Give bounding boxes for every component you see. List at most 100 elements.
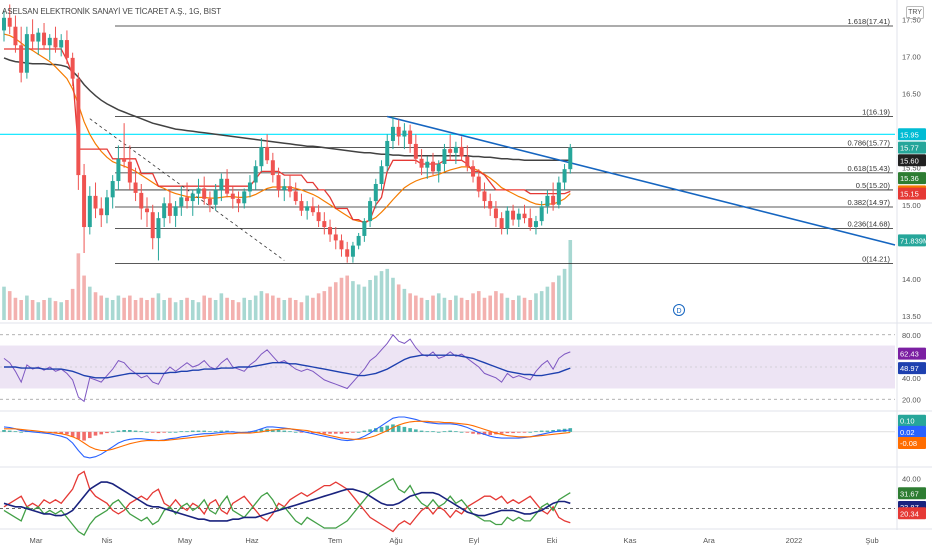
volume-bar bbox=[116, 295, 121, 320]
candle-body bbox=[2, 17, 6, 31]
candle-body bbox=[110, 181, 115, 198]
volume-bar bbox=[248, 300, 252, 320]
macd-histogram-bar bbox=[545, 430, 550, 432]
macd-histogram-bar bbox=[293, 431, 298, 433]
candle-body bbox=[322, 221, 327, 228]
candle-body bbox=[293, 191, 298, 202]
candle-body bbox=[13, 26, 18, 46]
volume-bar bbox=[459, 297, 464, 320]
candle-body bbox=[396, 126, 401, 137]
candle-body bbox=[419, 158, 424, 168]
candle-body bbox=[522, 213, 527, 219]
candle-body bbox=[368, 201, 373, 222]
volume-bar bbox=[545, 286, 550, 320]
candle-body bbox=[499, 218, 504, 229]
volume-bar bbox=[333, 282, 338, 320]
macd-histogram-bar bbox=[162, 431, 166, 433]
macd-histogram-bar bbox=[13, 431, 18, 433]
volume-bar bbox=[47, 297, 52, 320]
plus-di-line bbox=[3, 477, 571, 537]
macd-histogram-bar bbox=[385, 425, 390, 432]
price-axis-tick: 17.00 bbox=[902, 52, 921, 61]
currency-badge[interactable]: TRY bbox=[906, 6, 924, 19]
macd-histogram-bar bbox=[110, 431, 115, 433]
volume-bar bbox=[36, 302, 41, 320]
candle-body bbox=[190, 193, 195, 202]
candle-body bbox=[556, 182, 561, 205]
macd-histogram-bar bbox=[259, 429, 264, 432]
macd-histogram-bar bbox=[311, 431, 315, 434]
volume-bar bbox=[196, 302, 201, 320]
macd-histogram-bar bbox=[528, 431, 533, 433]
volume-bar bbox=[265, 293, 269, 320]
dividend-marker-circle bbox=[673, 304, 685, 316]
macd-histogram-bar bbox=[499, 431, 504, 434]
volume-bar bbox=[328, 286, 332, 320]
candle-body bbox=[390, 126, 395, 141]
adx-line bbox=[3, 481, 571, 522]
volume-bar bbox=[419, 297, 424, 320]
candle-body bbox=[213, 189, 218, 205]
volume-bar bbox=[345, 275, 349, 320]
volume-bar bbox=[448, 300, 452, 320]
candle-body bbox=[104, 197, 109, 216]
macd-histogram-bar bbox=[105, 431, 109, 434]
candle-body bbox=[53, 37, 58, 48]
macd-histogram-bar bbox=[534, 431, 538, 433]
volume-bar bbox=[190, 300, 195, 320]
macd-histogram-bar bbox=[93, 431, 98, 436]
volume-bar bbox=[385, 268, 390, 320]
macd-histogram-bar bbox=[511, 431, 515, 434]
volume-bar bbox=[162, 300, 166, 320]
macd-value-badge-text: -0.08 bbox=[900, 439, 917, 448]
macd-histogram-bar bbox=[351, 431, 355, 433]
candle-body bbox=[139, 192, 144, 209]
candle-body bbox=[225, 178, 230, 194]
volume-bar bbox=[442, 297, 447, 320]
macd-histogram-bar bbox=[414, 429, 418, 432]
macd-value-badge-text: 0.02 bbox=[900, 428, 915, 437]
volume-bar bbox=[436, 293, 441, 320]
macd-histogram-bar bbox=[288, 431, 292, 433]
volume-bar bbox=[93, 292, 98, 320]
price-badge-text: 15.77 bbox=[900, 144, 919, 153]
volume-bar bbox=[482, 297, 487, 320]
macd-histogram-bar bbox=[59, 431, 63, 434]
macd-histogram-bar bbox=[2, 430, 6, 432]
macd-histogram-bar bbox=[99, 431, 104, 435]
macd-histogram-bar bbox=[408, 428, 412, 432]
price-badge-bg bbox=[898, 141, 926, 154]
volume-value-badge-bg bbox=[898, 234, 926, 247]
macd-histogram-bar bbox=[122, 430, 126, 432]
macd-histogram-bar bbox=[436, 431, 441, 433]
candle-body bbox=[316, 212, 321, 222]
candle-body bbox=[127, 161, 132, 183]
candle-body bbox=[448, 149, 453, 153]
volume-bar bbox=[282, 300, 287, 320]
candle-body bbox=[539, 206, 544, 222]
price-axis-tick: 14.00 bbox=[902, 275, 921, 284]
rsi-value-badge: 48.97 bbox=[898, 362, 926, 375]
time-axis-tick: Şub bbox=[865, 536, 878, 545]
time-axis-tick: Ara bbox=[703, 536, 716, 545]
macd-histogram-bar bbox=[345, 431, 349, 434]
candle-body bbox=[242, 191, 247, 204]
volume-bar bbox=[494, 291, 498, 320]
volume-bar bbox=[293, 300, 298, 320]
macd-value-badge-bg bbox=[898, 414, 926, 427]
volume-bar bbox=[499, 293, 504, 320]
candle-body bbox=[431, 161, 435, 172]
candle-body bbox=[70, 57, 75, 79]
candle-body bbox=[282, 186, 287, 190]
candle-body bbox=[356, 235, 361, 246]
price-badge-text: 15.60 bbox=[900, 156, 919, 165]
candle-body bbox=[562, 169, 567, 183]
dividend-marker: D bbox=[673, 304, 685, 316]
minus-di-line bbox=[3, 470, 571, 533]
candle-body bbox=[533, 221, 538, 228]
price-axis-tick: 15.00 bbox=[902, 201, 921, 210]
volume-bar bbox=[7, 291, 12, 320]
volume-bar bbox=[202, 295, 206, 320]
